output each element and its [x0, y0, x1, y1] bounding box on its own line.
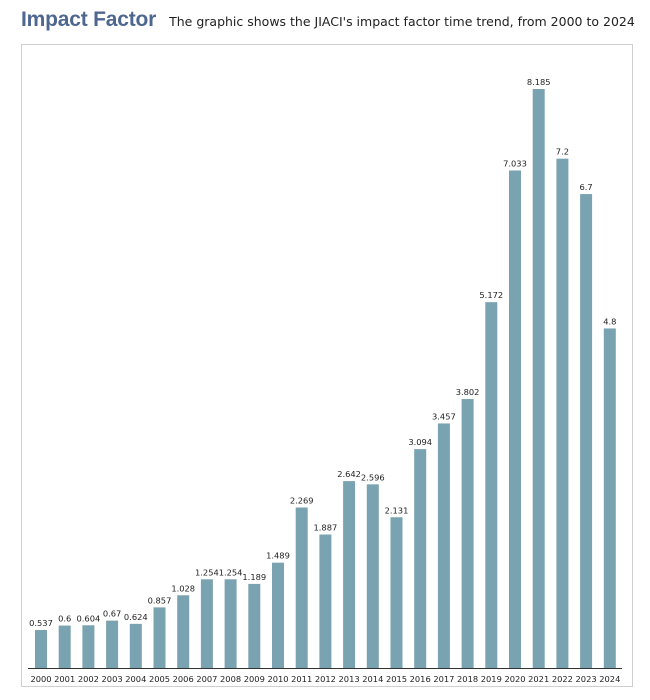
bar-2015: [390, 517, 403, 668]
value-label-2004: 0.624: [124, 612, 148, 622]
x-tick-2007: 2007: [196, 674, 217, 684]
chart-title: Impact Factor: [21, 8, 157, 31]
bar-2013: [343, 481, 356, 668]
x-tick-2006: 2006: [173, 674, 194, 684]
value-label-2007: 1.254: [195, 567, 219, 577]
value-label-2012: 1.887: [314, 523, 338, 533]
bar-2010: [272, 562, 284, 668]
x-tick-2002: 2002: [78, 674, 99, 684]
value-label-2014: 2.596: [361, 472, 385, 482]
x-tick-2010: 2010: [267, 674, 288, 684]
bar-2006: [177, 595, 190, 668]
value-label-2017: 3.457: [432, 411, 456, 421]
bar-2023: [580, 194, 593, 669]
bar-2019: [485, 302, 498, 668]
x-tick-2019: 2019: [481, 674, 502, 684]
chart-header: Impact Factor The graphic shows the JIAC…: [21, 8, 635, 32]
value-label-2021: 8.185: [527, 77, 551, 87]
x-tick-2001: 2001: [54, 674, 75, 684]
x-tick-2012: 2012: [315, 674, 336, 684]
value-label-2019: 5.172: [479, 290, 503, 300]
bar-2024: [603, 328, 616, 668]
x-tick-2003: 2003: [102, 674, 123, 684]
chart-frame: [21, 44, 633, 687]
x-tick-2017: 2017: [433, 674, 454, 684]
value-label-2011: 2.269: [290, 495, 314, 505]
chart-subtitle: The graphic shows the JIACI's impact fac…: [169, 14, 635, 29]
value-label-2018: 3.802: [456, 387, 480, 397]
value-label-2001: 0.6: [58, 614, 71, 624]
value-label-2023: 6.7: [579, 182, 592, 192]
bar-2004: [129, 623, 142, 668]
bar-2011: [295, 507, 308, 668]
bar-2014: [366, 484, 379, 668]
x-tick-2011: 2011: [291, 674, 312, 684]
x-tick-2004: 2004: [125, 674, 146, 684]
bar-2002: [82, 625, 95, 668]
value-label-2022: 7.2: [556, 147, 569, 157]
bar-2021: [532, 89, 545, 668]
value-label-2008: 1.254: [219, 567, 243, 577]
x-tick-2016: 2016: [410, 674, 431, 684]
x-tick-2018: 2018: [457, 674, 478, 684]
bar-2007: [200, 579, 213, 668]
bar-2009: [248, 583, 261, 668]
bar-2000: [35, 630, 47, 668]
value-label-2016: 3.094: [408, 437, 432, 447]
x-tick-2009: 2009: [244, 674, 265, 684]
x-tick-2020: 2020: [504, 674, 525, 684]
bar-2016: [414, 449, 427, 668]
x-tick-2024: 2024: [599, 674, 620, 684]
bar-2018: [461, 399, 474, 668]
bar-2020: [509, 170, 521, 669]
value-label-2000: 0.537: [29, 618, 53, 628]
value-label-2013: 2.642: [337, 469, 361, 479]
x-tick-2008: 2008: [220, 674, 241, 684]
x-tick-2021: 2021: [528, 674, 549, 684]
x-tick-2015: 2015: [386, 674, 407, 684]
value-label-2003: 0.67: [103, 609, 121, 619]
x-tick-2000: 2000: [30, 674, 51, 684]
value-label-2024: 4.8: [603, 316, 616, 326]
value-label-2002: 0.604: [77, 613, 101, 623]
value-label-2006: 1.028: [171, 583, 195, 593]
value-label-2020: 7.033: [503, 158, 527, 168]
bar-2008: [224, 579, 237, 668]
value-label-2010: 1.489: [266, 551, 290, 561]
bar-2001: [58, 625, 71, 668]
bar-2003: [106, 620, 119, 668]
x-tick-2014: 2014: [362, 674, 383, 684]
bar-2005: [153, 607, 166, 668]
bar-2022: [556, 158, 569, 668]
value-label-2015: 2.131: [385, 505, 409, 515]
x-tick-2023: 2023: [576, 674, 597, 684]
bar-2012: [319, 534, 332, 668]
x-tick-2013: 2013: [339, 674, 360, 684]
value-label-2009: 1.189: [242, 572, 266, 582]
value-label-2005: 0.857: [148, 595, 172, 605]
x-tick-2005: 2005: [149, 674, 170, 684]
x-tick-2022: 2022: [552, 674, 573, 684]
bar-2017: [437, 423, 450, 668]
